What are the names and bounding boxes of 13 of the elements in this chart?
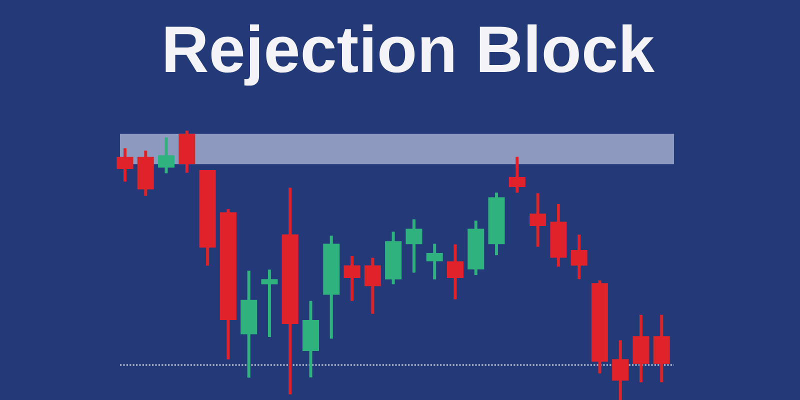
candlestick xyxy=(426,244,443,280)
candlestick xyxy=(406,219,422,273)
candlestick xyxy=(364,258,381,314)
candlestick xyxy=(261,270,278,337)
candlestick xyxy=(446,244,464,300)
candlestick xyxy=(612,340,629,400)
candlestick xyxy=(530,193,546,247)
candlestick xyxy=(508,156,526,193)
candlestick xyxy=(116,148,134,182)
candlestick xyxy=(570,234,588,280)
candlestick xyxy=(158,137,175,174)
chart-title: Rejection Block xyxy=(166,24,655,86)
candlestick xyxy=(344,256,360,301)
